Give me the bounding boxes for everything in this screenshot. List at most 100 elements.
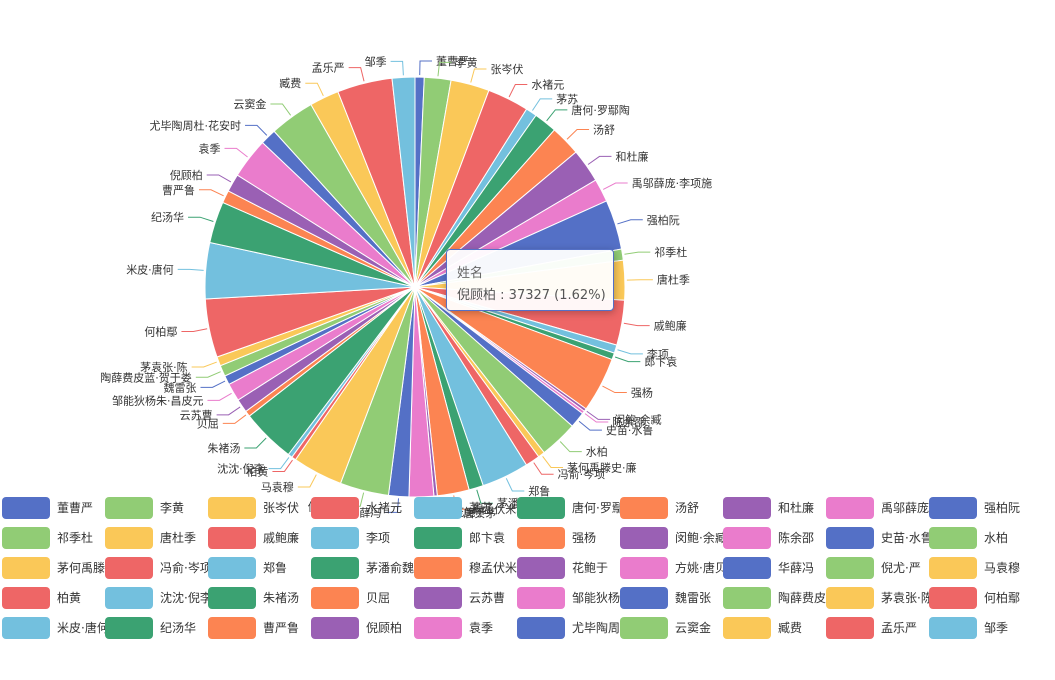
- slice-label: 茅何禹滕史·廉: [567, 460, 637, 474]
- label-leader-line: [305, 82, 324, 97]
- legend-swatch: [208, 557, 256, 579]
- slice-label: 陶薛费皮蓝·贺于娄: [100, 370, 192, 384]
- label-leader-line: [566, 128, 590, 140]
- legend-swatch: [311, 557, 359, 579]
- legend-swatch: [723, 557, 771, 579]
- label-leader-line: [268, 457, 290, 470]
- label-leader-line: [216, 406, 241, 416]
- tooltip-value: 37327: [508, 288, 551, 303]
- legend-swatch: [620, 617, 668, 639]
- legend-label: 禹邬薛庞·...: [881, 501, 945, 515]
- legend-swatch: [826, 587, 874, 609]
- legend-label: 尤毕陶周...: [572, 621, 632, 635]
- label-leader-line: [385, 498, 400, 513]
- legend-swatch: [311, 527, 359, 549]
- legend-swatch: [105, 497, 153, 519]
- label-leader-line: [617, 219, 643, 225]
- legend-label: 李黄: [160, 501, 185, 515]
- legend-swatch: [826, 497, 874, 519]
- label-leader-line: [470, 68, 487, 83]
- slice-label: 李项: [647, 347, 669, 361]
- legend-label: 柏黄: [57, 591, 82, 605]
- legend-label: 汤舒: [675, 501, 700, 515]
- legend-swatch: [105, 557, 153, 579]
- label-leader-line: [533, 462, 554, 475]
- legend-swatch: [414, 587, 462, 609]
- slice-label: 冯俞·岑项: [558, 467, 606, 481]
- label-leader-line: [624, 251, 651, 255]
- slice-label: 郑鲁: [528, 484, 550, 498]
- legend-swatch: [517, 587, 565, 609]
- legend-swatch: [2, 557, 50, 579]
- label-leader-line: [614, 356, 641, 363]
- legend-label: 花鲍于: [572, 561, 609, 575]
- slice-label: 陈余邵: [612, 415, 645, 429]
- legend-label: 和杜廉: [778, 501, 815, 515]
- legend-label: 邹季: [984, 621, 1009, 635]
- label-leader-line: [437, 61, 452, 77]
- legend-swatch: [929, 617, 977, 639]
- slice-label: 和杜廉: [615, 149, 648, 163]
- legend-label: 李项: [366, 531, 391, 545]
- legend-swatch: [208, 617, 256, 639]
- slice-label: 唐何·罗鄢陶: [571, 103, 630, 117]
- legend-label: 冯俞·岑项: [160, 561, 212, 575]
- slice-label: 臧费: [279, 76, 301, 90]
- legend-swatch: [517, 617, 565, 639]
- label-leader-line: [542, 455, 564, 468]
- label-leader-line: [270, 103, 292, 116]
- label-leader-line: [191, 361, 217, 368]
- legend-label: 倪顾柏: [366, 621, 403, 635]
- tooltip-series-name: 倪顾柏: [457, 288, 497, 303]
- legend-label: 米皮·唐何: [57, 621, 109, 635]
- legend-label: 郎卞袁: [469, 531, 506, 545]
- label-leader-line: [177, 268, 204, 271]
- legend-swatch: [311, 587, 359, 609]
- legend-swatch: [723, 497, 771, 519]
- legend-swatch: [826, 557, 874, 579]
- label-leader-line: [587, 155, 612, 165]
- slice-label: 李黄: [455, 55, 477, 69]
- slice-label: 郎卞袁: [644, 355, 677, 369]
- legend-label: 云苏曹: [469, 591, 506, 605]
- legend-label: 祁季杜: [57, 531, 94, 545]
- label-leader-line: [602, 182, 628, 190]
- slice-label: 茅袁张·陈: [140, 360, 188, 374]
- legend-swatch: [929, 587, 977, 609]
- legend-label: 水柏: [984, 531, 1009, 545]
- legend-swatch: [105, 587, 153, 609]
- legend-label: 马袁穆: [984, 561, 1021, 575]
- label-leader-line: [419, 60, 433, 76]
- legend-swatch: [414, 617, 462, 639]
- slice-label: 米皮·唐何: [126, 262, 174, 276]
- legend-label: 史苗·水鲁: [881, 531, 933, 545]
- legend-swatch: [517, 527, 565, 549]
- legend-swatch: [311, 497, 359, 519]
- label-leader-line: [505, 478, 525, 492]
- slice-label: 水柏: [586, 445, 608, 459]
- legend-swatch: [208, 587, 256, 609]
- legend-label: 贝屈: [366, 591, 391, 605]
- slice-label: 柏黄: [246, 464, 268, 478]
- legend-label: 臧费: [778, 621, 803, 635]
- legend-swatch: [620, 497, 668, 519]
- slice-label: 朱褚汤: [207, 441, 240, 455]
- legend-label: 郑鲁: [263, 561, 288, 575]
- legend-swatch: [929, 497, 977, 519]
- label-leader-line: [244, 437, 267, 449]
- legend-label: 强杨: [572, 531, 597, 545]
- tooltip-percent: 1.62%: [559, 288, 601, 303]
- legend-swatch: [826, 617, 874, 639]
- slice-label: 戚鲍廉: [654, 319, 687, 333]
- label-leader-line: [476, 489, 493, 504]
- slice-label: 邹季: [365, 55, 387, 68]
- legend-label: 方姚·唐贝茅: [675, 561, 739, 575]
- legend-swatch: [105, 527, 153, 549]
- legend-label: 魏雷张: [675, 591, 712, 605]
- label-leader-line: [586, 410, 611, 420]
- pie-slice[interactable]: [391, 76, 416, 288]
- tooltip-title: 姓名: [457, 266, 484, 281]
- legend-label: 纪汤华: [160, 621, 197, 635]
- slice-label: 茅苏: [556, 93, 578, 106]
- legend-label: 孟乐严: [881, 621, 918, 635]
